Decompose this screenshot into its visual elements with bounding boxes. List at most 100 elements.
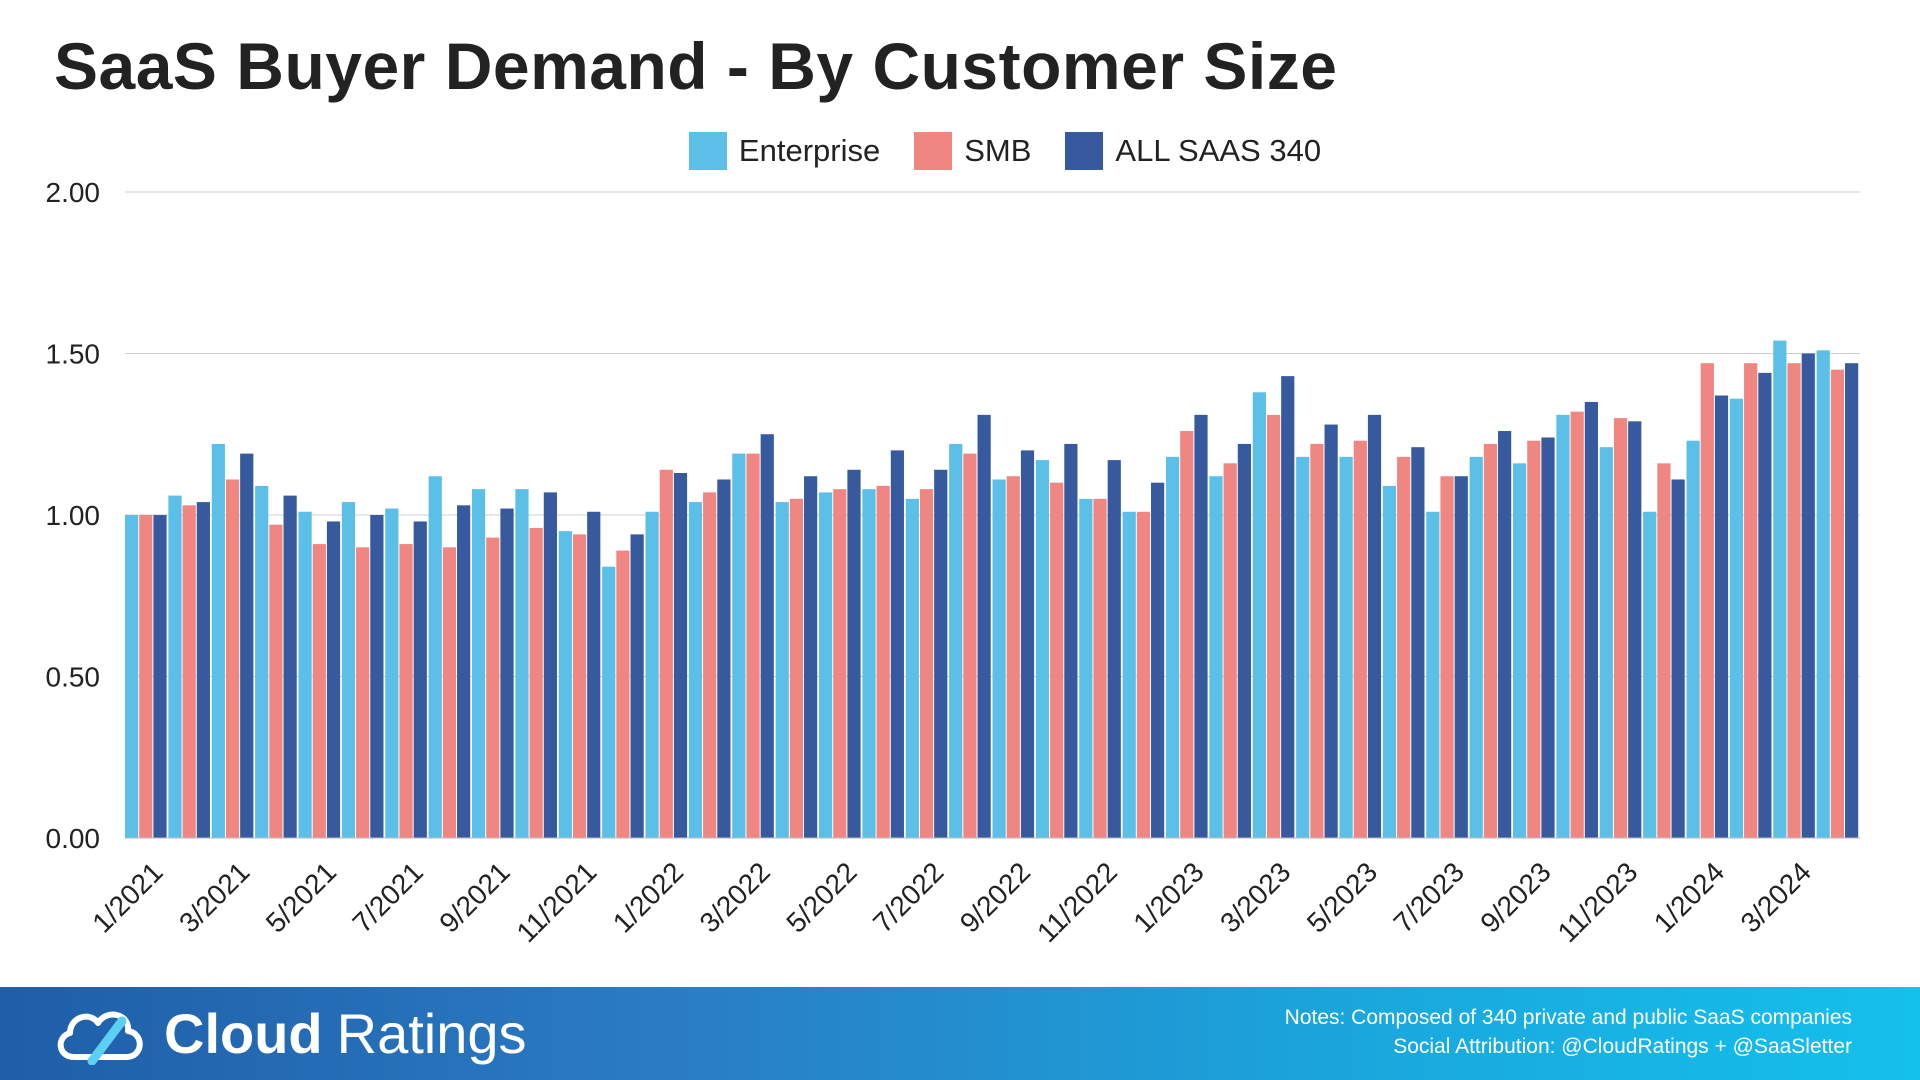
bar-all-saas-340 [370,515,384,838]
bar-enterprise [1773,340,1787,838]
legend-item-enterprise: Enterprise [688,132,881,170]
bar-enterprise [1426,511,1440,838]
bar-smb [616,550,630,838]
x-tick-label: 5/2022 [780,856,862,938]
bar-enterprise [1556,414,1570,838]
y-tick-label: 2.00 [46,177,101,208]
x-tick-label: 5/2023 [1301,856,1383,938]
bar-all-saas-340 [673,473,688,838]
bar-all-saas-340 [457,505,471,838]
bar-smb [919,489,934,838]
bar-smb [1570,411,1584,838]
x-tick-label: 3/2021 [173,856,255,938]
x-tick-label: 7/2023 [1388,856,1470,938]
bar-all-saas-340 [1584,401,1598,838]
bar-smb [1006,476,1020,838]
x-tick-label: 5/2021 [260,856,342,938]
bar-enterprise [515,489,529,838]
bar-enterprise [905,498,919,838]
y-tick-label: 1.00 [46,500,101,531]
bar-all-saas-340 [1541,437,1555,838]
x-tick-label: 7/2021 [347,856,429,938]
bar-all-saas-340 [1064,443,1078,838]
bar-smb [1527,440,1541,838]
bar-all-saas-340 [1628,421,1642,838]
bar-smb [659,469,673,838]
bar-all-saas-340 [1324,424,1338,838]
bar-all-saas-340 [1801,353,1815,838]
x-tick-label: 7/2022 [867,856,949,938]
bar-smb [1657,463,1671,838]
bar-enterprise [1729,398,1744,838]
bar-smb [1266,414,1281,838]
bar-smb [312,544,326,838]
footer-notes: Notes: Composed of 340 private and publi… [1285,1003,1852,1061]
bar-smb [486,537,500,838]
bar-smb [1830,369,1845,838]
bar-smb [1700,363,1714,838]
bar-all-saas-340 [196,502,210,838]
bar-enterprise [1816,350,1830,838]
bar-enterprise [645,511,659,838]
bar-enterprise [732,453,746,838]
bar-all-saas-340 [500,508,514,838]
bar-enterprise [211,443,225,838]
legend-label: ALL SAAS 340 [1115,133,1322,168]
bar-smb [139,515,153,838]
bar-all-saas-340 [1845,363,1859,838]
bar-enterprise [472,489,486,838]
bar-enterprise [1079,498,1093,838]
x-tick-label: 11/2021 [511,856,603,948]
bar-smb [963,453,977,838]
bar-smb [572,534,587,838]
x-tick-label: 1/2023 [1127,856,1209,938]
bar-smb [1440,476,1454,838]
bar-smb [1093,498,1107,838]
bar-enterprise [775,502,789,838]
bar-smb [442,547,457,838]
bar-all-saas-340 [1671,479,1685,838]
logo-text-light: Ratings [336,1002,527,1065]
footer: Cloud Ratings Notes: Composed of 340 priv… [0,987,1920,1080]
bar-smb [876,485,890,838]
legend-label: Enterprise [738,133,881,168]
bar-enterprise [1469,456,1483,838]
bar-enterprise [1296,456,1310,838]
bar-smb [703,492,717,838]
y-tick-label: 1.50 [46,339,101,370]
bar-smb [399,544,413,838]
bar-all-saas-340 [890,450,904,838]
bar-enterprise [1686,440,1700,838]
bar-enterprise [1599,447,1613,838]
bar-all-saas-340 [283,495,297,838]
bar-smb [529,527,543,838]
cloud-icon [57,1011,143,1065]
bar-all-saas-340 [543,492,557,838]
bar-all-saas-340 [1151,482,1165,838]
bar-smb [1136,511,1151,838]
x-tick-label: 9/2023 [1474,856,1556,938]
bar-all-saas-340 [1367,414,1382,838]
notes-text: Notes: Composed of 340 private and publi… [1284,1006,1852,1029]
bar-enterprise [1209,476,1223,838]
bar-all-saas-340 [1237,443,1251,838]
bar-smb [1050,482,1064,838]
bar-all-saas-340 [326,521,341,838]
bar-all-saas-340 [804,476,818,838]
bar-smb [1353,440,1367,838]
cloud-ratings-logo: Cloud Ratings [52,1001,527,1066]
legend-item-all: ALL SAAS 340 [1065,132,1321,170]
bar-all-saas-340 [1758,372,1772,838]
bar-enterprise [255,485,269,838]
bar-smb [225,479,240,838]
bar-smb [1613,418,1628,838]
bar-all-saas-340 [240,453,254,838]
x-tick-label: 9/2022 [954,856,1036,938]
bar-enterprise [298,511,312,838]
bar-enterprise [862,489,876,838]
bar-smb [182,505,196,838]
bar-all-saas-340 [153,515,167,838]
bar-all-saas-340 [760,434,774,838]
bar-enterprise [819,492,833,838]
bar-enterprise [341,502,356,838]
